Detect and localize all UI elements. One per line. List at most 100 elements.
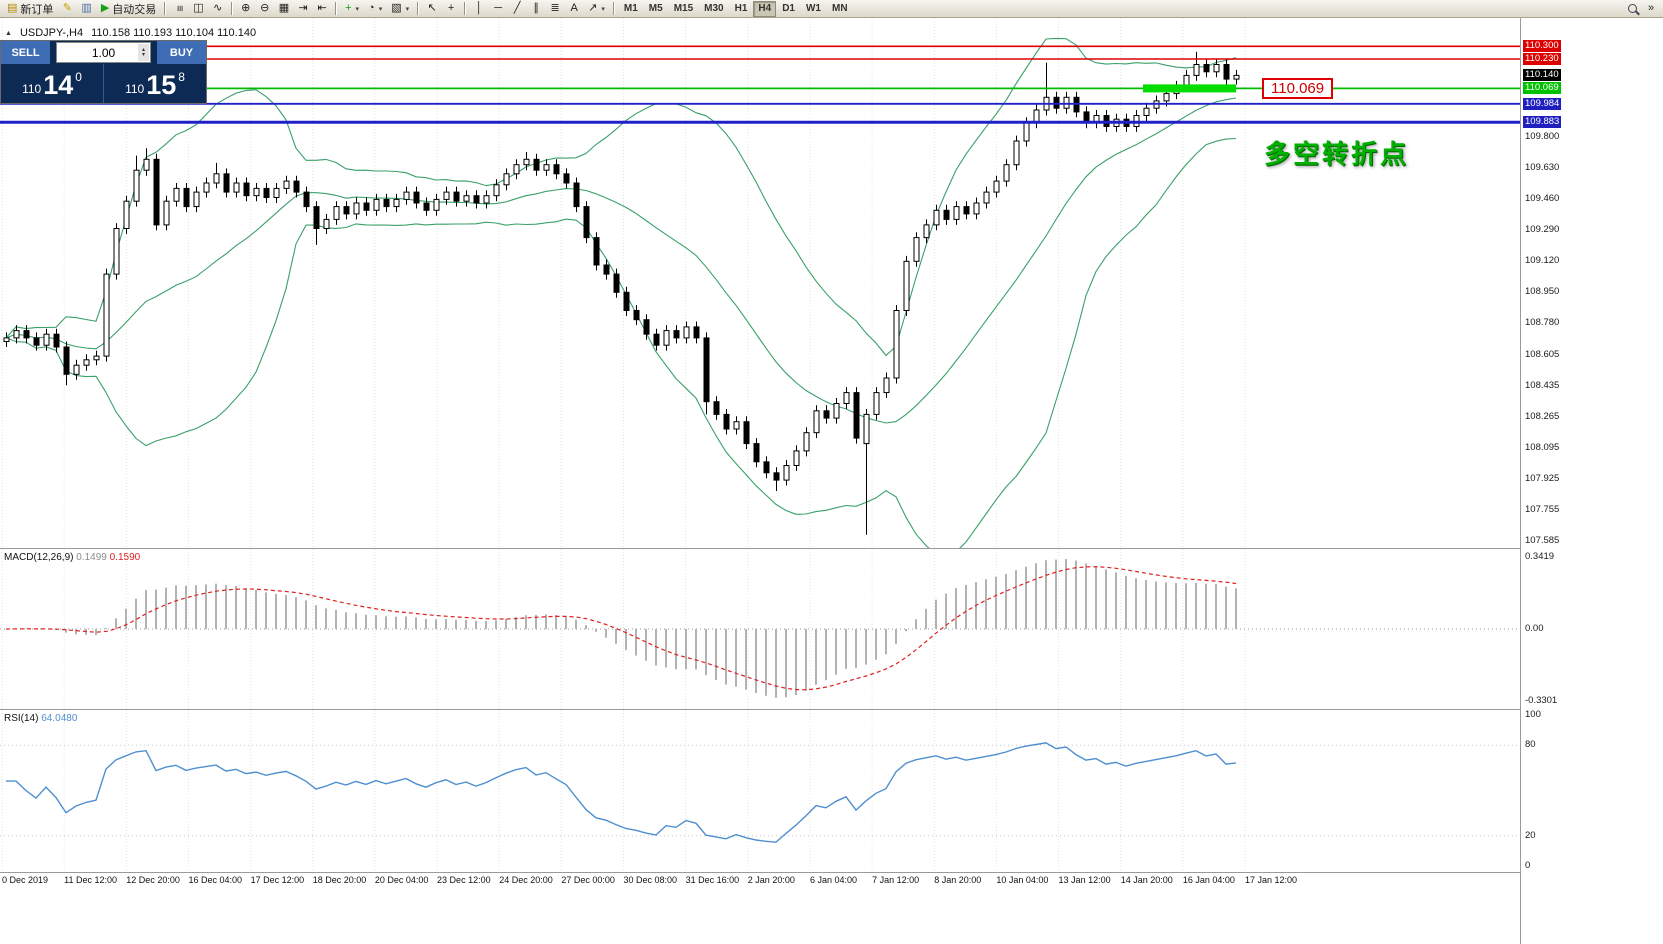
indicators-button-dropdown-icon[interactable]: ▾ bbox=[355, 5, 360, 13]
buy-price[interactable]: 110 15 8 bbox=[104, 64, 206, 103]
sell-price[interactable]: 110 14 0 bbox=[1, 64, 103, 103]
axis-label: 107.585 bbox=[1525, 535, 1560, 547]
macd-histogram bbox=[15, 559, 1237, 698]
tf-h1-button[interactable]: H1 bbox=[730, 1, 753, 17]
cursor-button[interactable]: ↖ bbox=[423, 1, 441, 17]
crosshair-button[interactable]: + bbox=[442, 1, 460, 17]
chart-line-button[interactable]: ∿ bbox=[209, 1, 227, 17]
new-order-button[interactable]: ▤ 新订单 bbox=[3, 1, 57, 17]
volume-field[interactable]: 1.00 ▴ ▾ bbox=[56, 42, 151, 63]
autotrading-button[interactable]: ▶ 自动交易 bbox=[97, 1, 160, 17]
fibonacci-button[interactable]: ≣ bbox=[546, 1, 564, 17]
spin-up-icon[interactable]: ▴ bbox=[141, 46, 145, 53]
chart-bars-button[interactable]: ≡ bbox=[170, 1, 188, 17]
axis-label: -0.3301 bbox=[1525, 695, 1558, 706]
tf-h4-button-label: H4 bbox=[758, 3, 772, 14]
price-level-tag[interactable]: 110.069 bbox=[1262, 78, 1334, 99]
tf-m5-button[interactable]: M5 bbox=[644, 1, 668, 17]
indicators-button-icon: + bbox=[345, 2, 352, 14]
periods-button[interactable]: ◔ ▾ bbox=[364, 1, 386, 17]
periods-button-icon: ◔ bbox=[368, 2, 375, 14]
axis-label: 109.883 bbox=[1523, 116, 1562, 129]
panel-divider[interactable] bbox=[0, 709, 1520, 710]
chart-candles-button-icon: ◫ bbox=[193, 2, 204, 14]
time-label: 31 Dec 16:00 bbox=[685, 875, 740, 885]
arrow-tools-button[interactable]: ↗ ▾ bbox=[584, 1, 609, 17]
auto-scroll-button[interactable]: ⇥ bbox=[294, 1, 312, 17]
templates-button-dropdown-icon[interactable]: ▾ bbox=[405, 5, 410, 13]
time-label: 12 Dec 20:00 bbox=[126, 875, 180, 885]
text-button[interactable]: A bbox=[565, 1, 583, 17]
zoom-in-button-icon: ⊕ bbox=[241, 2, 251, 14]
zoom-in-button[interactable]: ⊕ bbox=[237, 1, 255, 17]
arrow-tools-button-dropdown-icon[interactable]: ▾ bbox=[601, 5, 605, 13]
chart-shift-button-icon: ⇤ bbox=[317, 2, 327, 14]
time-label: 16 Jan 04:00 bbox=[1182, 875, 1235, 885]
tf-m30-button[interactable]: M30 bbox=[699, 1, 728, 17]
metaeditor-button[interactable]: ✎ bbox=[58, 1, 76, 17]
chart-shift-button[interactable]: ⇤ bbox=[313, 1, 331, 17]
zoom-out-button[interactable]: ⊖ bbox=[256, 1, 274, 17]
collapse-triangle-icon[interactable]: ▲ bbox=[5, 29, 12, 37]
spin-down-icon[interactable]: ▾ bbox=[141, 51, 145, 58]
tf-h4-button[interactable]: H4 bbox=[753, 0, 777, 17]
support-highlight[interactable] bbox=[1143, 84, 1236, 93]
toolbar-separator bbox=[230, 2, 233, 15]
templates-button[interactable]: ▧ ▾ bbox=[387, 1, 413, 17]
rsi-canvas[interactable] bbox=[0, 710, 1520, 872]
periods-button-dropdown-icon[interactable]: ▾ bbox=[378, 5, 383, 13]
tf-m15-button[interactable]: M15 bbox=[669, 1, 698, 17]
toolbar-separator bbox=[464, 2, 467, 15]
terminal-button-icon: ▥ bbox=[81, 2, 92, 14]
tf-h1-button-label: H1 bbox=[734, 3, 748, 14]
hline-button[interactable]: ─ bbox=[489, 1, 507, 17]
rsi-label: RSI(14) 64.0480 bbox=[4, 713, 77, 724]
autotrading-button-label: 自动交易 bbox=[112, 3, 157, 16]
macd-value-main: 0.1499 bbox=[76, 552, 107, 563]
crosshair-button-icon: + bbox=[447, 2, 455, 14]
time-label: 27 Dec 00:00 bbox=[561, 875, 615, 885]
tf-d1-button[interactable]: D1 bbox=[777, 1, 800, 17]
axis-label: 109.290 bbox=[1525, 224, 1560, 236]
axis-label: 108.950 bbox=[1525, 286, 1560, 298]
time-label: 24 Dec 20:00 bbox=[499, 875, 553, 885]
time-label: 18 Dec 20:00 bbox=[312, 875, 367, 885]
text-button-icon: A bbox=[570, 2, 578, 14]
tile-windows-button[interactable]: ▦ bbox=[275, 1, 293, 17]
time-label: 13 Jan 12:00 bbox=[1058, 875, 1111, 885]
time-label: 6 Jan 04:00 bbox=[809, 875, 857, 885]
sell-button[interactable]: SELL bbox=[1, 41, 50, 64]
buy-button[interactable]: BUY bbox=[157, 41, 206, 64]
axis-label: 108.605 bbox=[1525, 349, 1560, 361]
chart-candles-button[interactable]: ◫ bbox=[189, 1, 207, 17]
templates-button-icon: ▧ bbox=[391, 2, 402, 14]
axis-label: 108.435 bbox=[1525, 380, 1560, 392]
tf-w1-button[interactable]: W1 bbox=[801, 1, 826, 17]
volume-spinner[interactable]: ▴ ▾ bbox=[138, 44, 149, 61]
time-label: 23 Dec 12:00 bbox=[437, 875, 491, 885]
axis-label: 108.095 bbox=[1525, 442, 1560, 454]
time-axis[interactable]: 0 Dec 2019 11 Dec 12:00 12 Dec 20:00 16 Dec… bbox=[0, 875, 1520, 889]
tile-windows-button-icon: ▦ bbox=[278, 2, 290, 14]
macd-canvas[interactable] bbox=[0, 549, 1520, 709]
macd-name: MACD(12,26,9) bbox=[4, 552, 74, 563]
trendline-button[interactable]: ╱ bbox=[508, 1, 526, 17]
vline-button[interactable]: │ bbox=[470, 1, 488, 17]
panel-divider[interactable] bbox=[0, 548, 1520, 549]
terminal-button[interactable]: ▥ bbox=[77, 1, 95, 17]
sell-price-big: 14 bbox=[43, 70, 74, 100]
channel-button-icon: ∥ bbox=[533, 2, 539, 14]
toolbar-more-button[interactable]: » bbox=[1642, 1, 1660, 17]
hline-button-icon: ─ bbox=[494, 2, 503, 14]
channel-button[interactable]: ∥ bbox=[527, 1, 545, 17]
tf-mn-button[interactable]: MN bbox=[827, 1, 853, 17]
new-order-button-label: 新订单 bbox=[20, 3, 54, 16]
panel-divider[interactable] bbox=[0, 872, 1520, 873]
indicators-button[interactable]: + ▾ bbox=[341, 1, 363, 17]
search-button[interactable] bbox=[1623, 1, 1641, 17]
time-label: 14 Jan 20:00 bbox=[1120, 875, 1173, 885]
axis-label: 109.120 bbox=[1525, 255, 1560, 267]
main-chart-canvas[interactable] bbox=[0, 18, 1520, 548]
price-axis[interactable]: 110.300 110.230 110.140 110.069 109.984 109.8… bbox=[1520, 18, 1663, 944]
tf-m1-button[interactable]: M1 bbox=[619, 1, 643, 17]
